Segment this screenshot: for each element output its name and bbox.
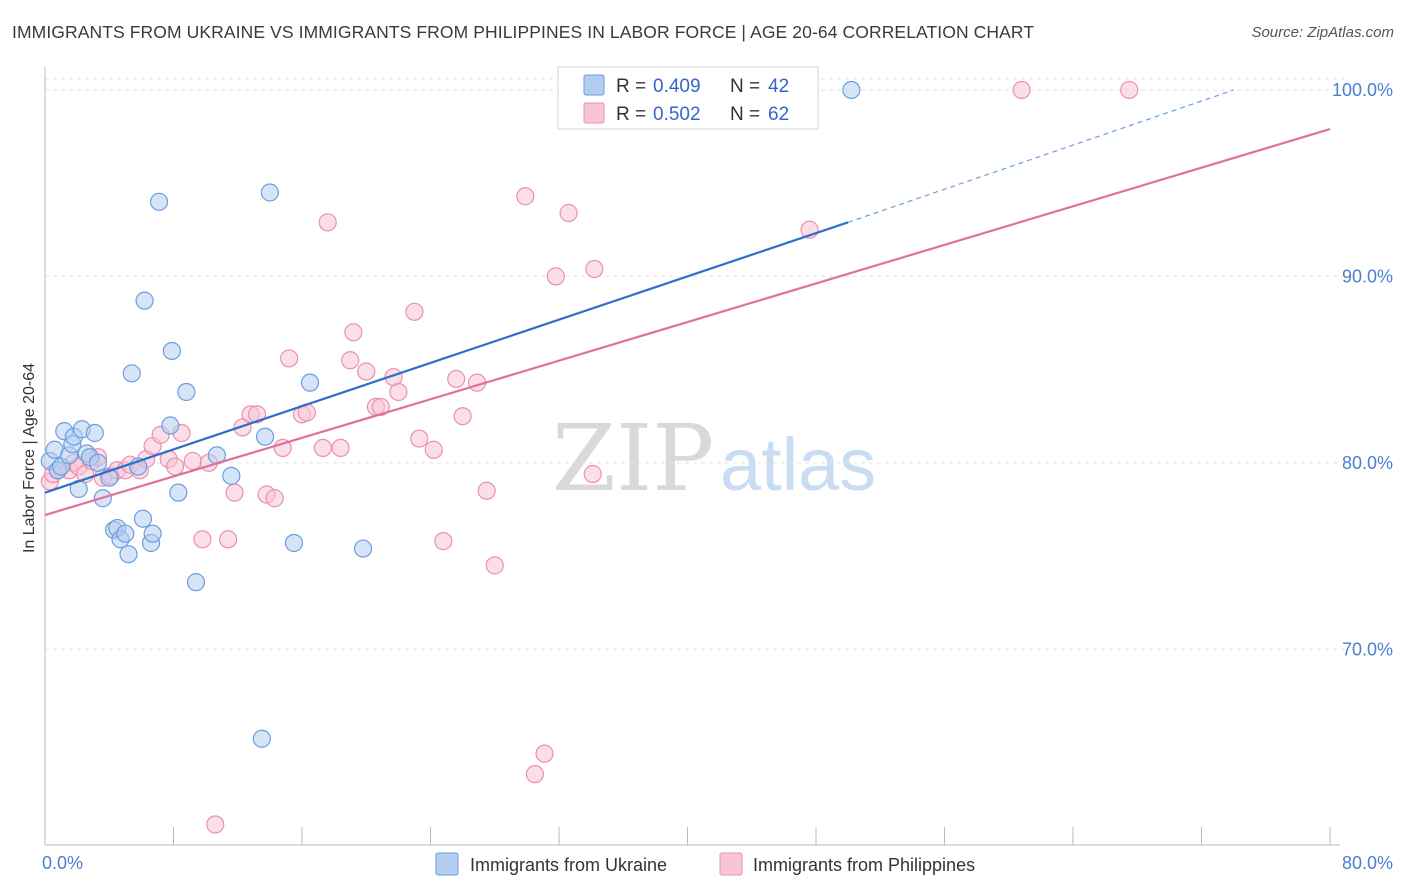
philippines-point <box>453 407 472 426</box>
x-tick-label-max: 80.0% <box>1342 853 1393 873</box>
watermark-zip: ZIP <box>552 405 714 512</box>
ukraine-point <box>143 524 162 543</box>
series-ukraine-points <box>40 80 861 748</box>
legend-swatch-ukraine <box>583 74 605 96</box>
philippines-point <box>265 489 284 508</box>
y-tick-labels: 70.0% 80.0% 90.0% 100.0% <box>1332 80 1393 659</box>
philippines-point <box>357 362 376 381</box>
philippines-point <box>410 429 429 448</box>
legend-n-label-philippines: N = <box>730 104 760 125</box>
philippines-point <box>477 481 496 500</box>
philippines-point <box>1012 80 1031 100</box>
philippines-point <box>516 187 535 206</box>
philippines-point <box>206 815 225 834</box>
philippines-point <box>313 438 332 458</box>
philippines-point <box>405 302 424 321</box>
legend-r-value-ukraine: 0.409 <box>653 76 701 97</box>
ukraine-point <box>255 427 275 446</box>
philippines-point <box>585 259 604 279</box>
legend-r-value-philippines: 0.502 <box>653 104 701 125</box>
philippines-point <box>389 382 408 402</box>
philippines-point <box>447 369 466 389</box>
trendline-ukraine-extension <box>847 89 1234 223</box>
legend: R = 0.409 N = 42 R = 0.502 N = 62 <box>557 66 819 130</box>
ukraine-point <box>135 291 154 310</box>
bottom-legend-label-philippines: Immigrants from Philippines <box>753 855 975 875</box>
philippines-point <box>193 530 212 549</box>
bottom-legend-swatch-ukraine <box>435 852 459 876</box>
x-tick-label-min: 0.0% <box>42 853 83 873</box>
bottom-legend: Immigrants from Ukraine Immigrants from … <box>435 852 975 876</box>
bottom-legend-label-ukraine: Immigrants from Ukraine <box>470 855 667 875</box>
gridlines <box>45 78 1345 650</box>
watermark: ZIP atlas <box>552 405 876 512</box>
y-tick-label-100: 100.0% <box>1332 80 1393 100</box>
philippines-point <box>219 530 238 549</box>
watermark-atlas: atlas <box>720 423 876 506</box>
philippines-point <box>535 744 554 763</box>
y-axis-label: In Labor Force | Age 20-64 <box>21 363 38 553</box>
philippines-point <box>525 765 545 784</box>
ukraine-point <box>260 183 279 202</box>
ukraine-point <box>222 466 241 485</box>
ukraine-point <box>284 533 304 553</box>
source-credit: Source: ZipAtlas.com <box>1251 24 1394 41</box>
philippines-point <box>583 464 602 484</box>
ukraine-point <box>161 416 180 435</box>
trendline-philippines <box>44 128 1331 517</box>
y-tick-label-70: 70.0% <box>1342 639 1393 659</box>
philippines-point <box>247 405 267 424</box>
ukraine-point <box>88 453 108 472</box>
philippines-point <box>485 556 504 575</box>
trendlines <box>44 89 1331 517</box>
ukraine-point <box>116 524 135 543</box>
philippines-point <box>331 438 350 458</box>
y-tick-label-90: 90.0% <box>1342 266 1393 286</box>
philippines-point <box>225 483 244 502</box>
ukraine-point <box>353 539 373 558</box>
philippines-point <box>424 440 443 459</box>
legend-r-label-philippines: R = <box>616 104 646 125</box>
x-tick-labels: 0.0% 80.0% <box>42 853 1393 873</box>
ukraine-point <box>85 423 104 443</box>
philippines-point <box>183 451 202 471</box>
philippines-point <box>371 397 390 416</box>
philippines-point <box>344 323 363 342</box>
ukraine-point <box>252 729 271 748</box>
ukraine-point <box>119 545 138 564</box>
philippines-point <box>318 213 337 232</box>
philippines-point <box>233 418 252 437</box>
legend-swatch-philippines <box>583 102 605 124</box>
philippines-point <box>280 349 299 368</box>
legend-n-label-ukraine: N = <box>730 76 760 97</box>
bottom-legend-swatch-philippines <box>719 852 743 876</box>
ukraine-point <box>133 509 153 528</box>
legend-n-value-ukraine: 42 <box>768 76 789 97</box>
series-philippines-points <box>40 80 1139 834</box>
ukraine-point <box>177 382 196 402</box>
ukraine-point <box>842 80 861 100</box>
philippines-point <box>1120 80 1139 100</box>
philippines-point <box>546 267 565 286</box>
legend-r-label-ukraine: R = <box>616 76 646 97</box>
philippines-point <box>341 351 360 370</box>
chart-title: IMMIGRANTS FROM UKRAINE VS IMMIGRANTS FR… <box>12 22 1035 42</box>
ukraine-point <box>186 573 206 592</box>
y-tick-label-80: 80.0% <box>1342 453 1393 473</box>
ukraine-point <box>122 364 141 383</box>
ukraine-point <box>169 483 188 502</box>
ukraine-point <box>149 192 169 211</box>
philippines-point <box>559 203 578 223</box>
ukraine-point <box>162 341 181 361</box>
philippines-point <box>166 457 185 476</box>
legend-n-value-philippines: 62 <box>768 104 789 125</box>
philippines-point <box>273 438 292 458</box>
philippines-point <box>434 532 453 551</box>
ukraine-point <box>300 373 320 392</box>
trendline-ukraine <box>44 221 849 494</box>
